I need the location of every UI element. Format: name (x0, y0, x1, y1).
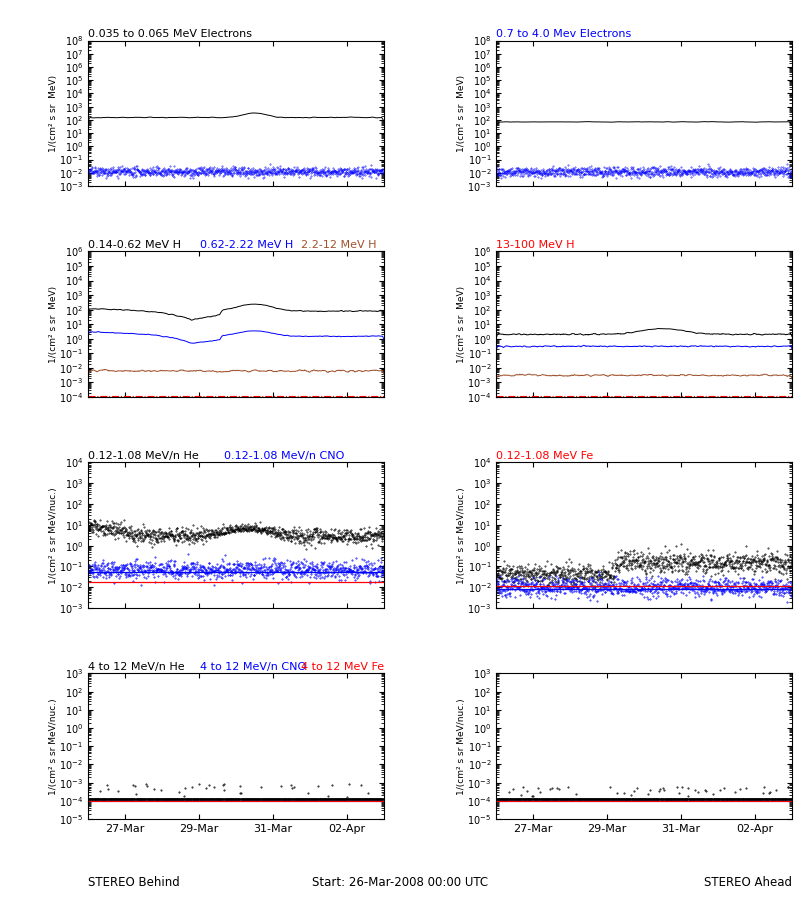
Text: Start: 26-Mar-2008 00:00 UTC: Start: 26-Mar-2008 00:00 UTC (312, 877, 488, 889)
Text: 0.7 to 4.0 Mev Electrons: 0.7 to 4.0 Mev Electrons (496, 29, 631, 39)
Text: 0.12-1.08 MeV Fe: 0.12-1.08 MeV Fe (496, 451, 594, 461)
Y-axis label: 1/(cm² s sr MeV/nuc.): 1/(cm² s sr MeV/nuc.) (457, 698, 466, 795)
Y-axis label: 1/(cm² s sr  MeV): 1/(cm² s sr MeV) (457, 75, 466, 152)
Text: 4 to 12 MeV/n He: 4 to 12 MeV/n He (88, 662, 185, 672)
Y-axis label: 1/(cm² s sr  MeV): 1/(cm² s sr MeV) (49, 75, 58, 152)
Text: 0.14-0.62 MeV H: 0.14-0.62 MeV H (88, 240, 181, 250)
Y-axis label: 1/(cm² s sr  MeV): 1/(cm² s sr MeV) (457, 285, 466, 363)
Y-axis label: 1/(cm² s sr MeV/nuc.): 1/(cm² s sr MeV/nuc.) (49, 487, 58, 583)
Text: 4 to 12 MeV/n CNO: 4 to 12 MeV/n CNO (201, 662, 306, 672)
Y-axis label: 1/(cm² s sr MeV/nuc.): 1/(cm² s sr MeV/nuc.) (49, 698, 58, 795)
Text: 2.2-12 MeV H: 2.2-12 MeV H (301, 240, 377, 250)
Text: 13-100 MeV H: 13-100 MeV H (496, 240, 574, 250)
Text: STEREO Ahead: STEREO Ahead (704, 877, 792, 889)
Y-axis label: 1/(cm² s sr MeV/nuc.): 1/(cm² s sr MeV/nuc.) (457, 487, 466, 583)
Text: STEREO Behind: STEREO Behind (88, 877, 180, 889)
Text: 0.62-2.22 MeV H: 0.62-2.22 MeV H (201, 240, 294, 250)
Text: 0.12-1.08 MeV/n CNO: 0.12-1.08 MeV/n CNO (224, 451, 345, 461)
Y-axis label: 1/(cm² s sr  MeV): 1/(cm² s sr MeV) (49, 285, 58, 363)
Text: 0.035 to 0.065 MeV Electrons: 0.035 to 0.065 MeV Electrons (88, 29, 252, 39)
Text: 0.12-1.08 MeV/n He: 0.12-1.08 MeV/n He (88, 451, 198, 461)
Text: 4 to 12 MeV Fe: 4 to 12 MeV Fe (301, 662, 384, 672)
